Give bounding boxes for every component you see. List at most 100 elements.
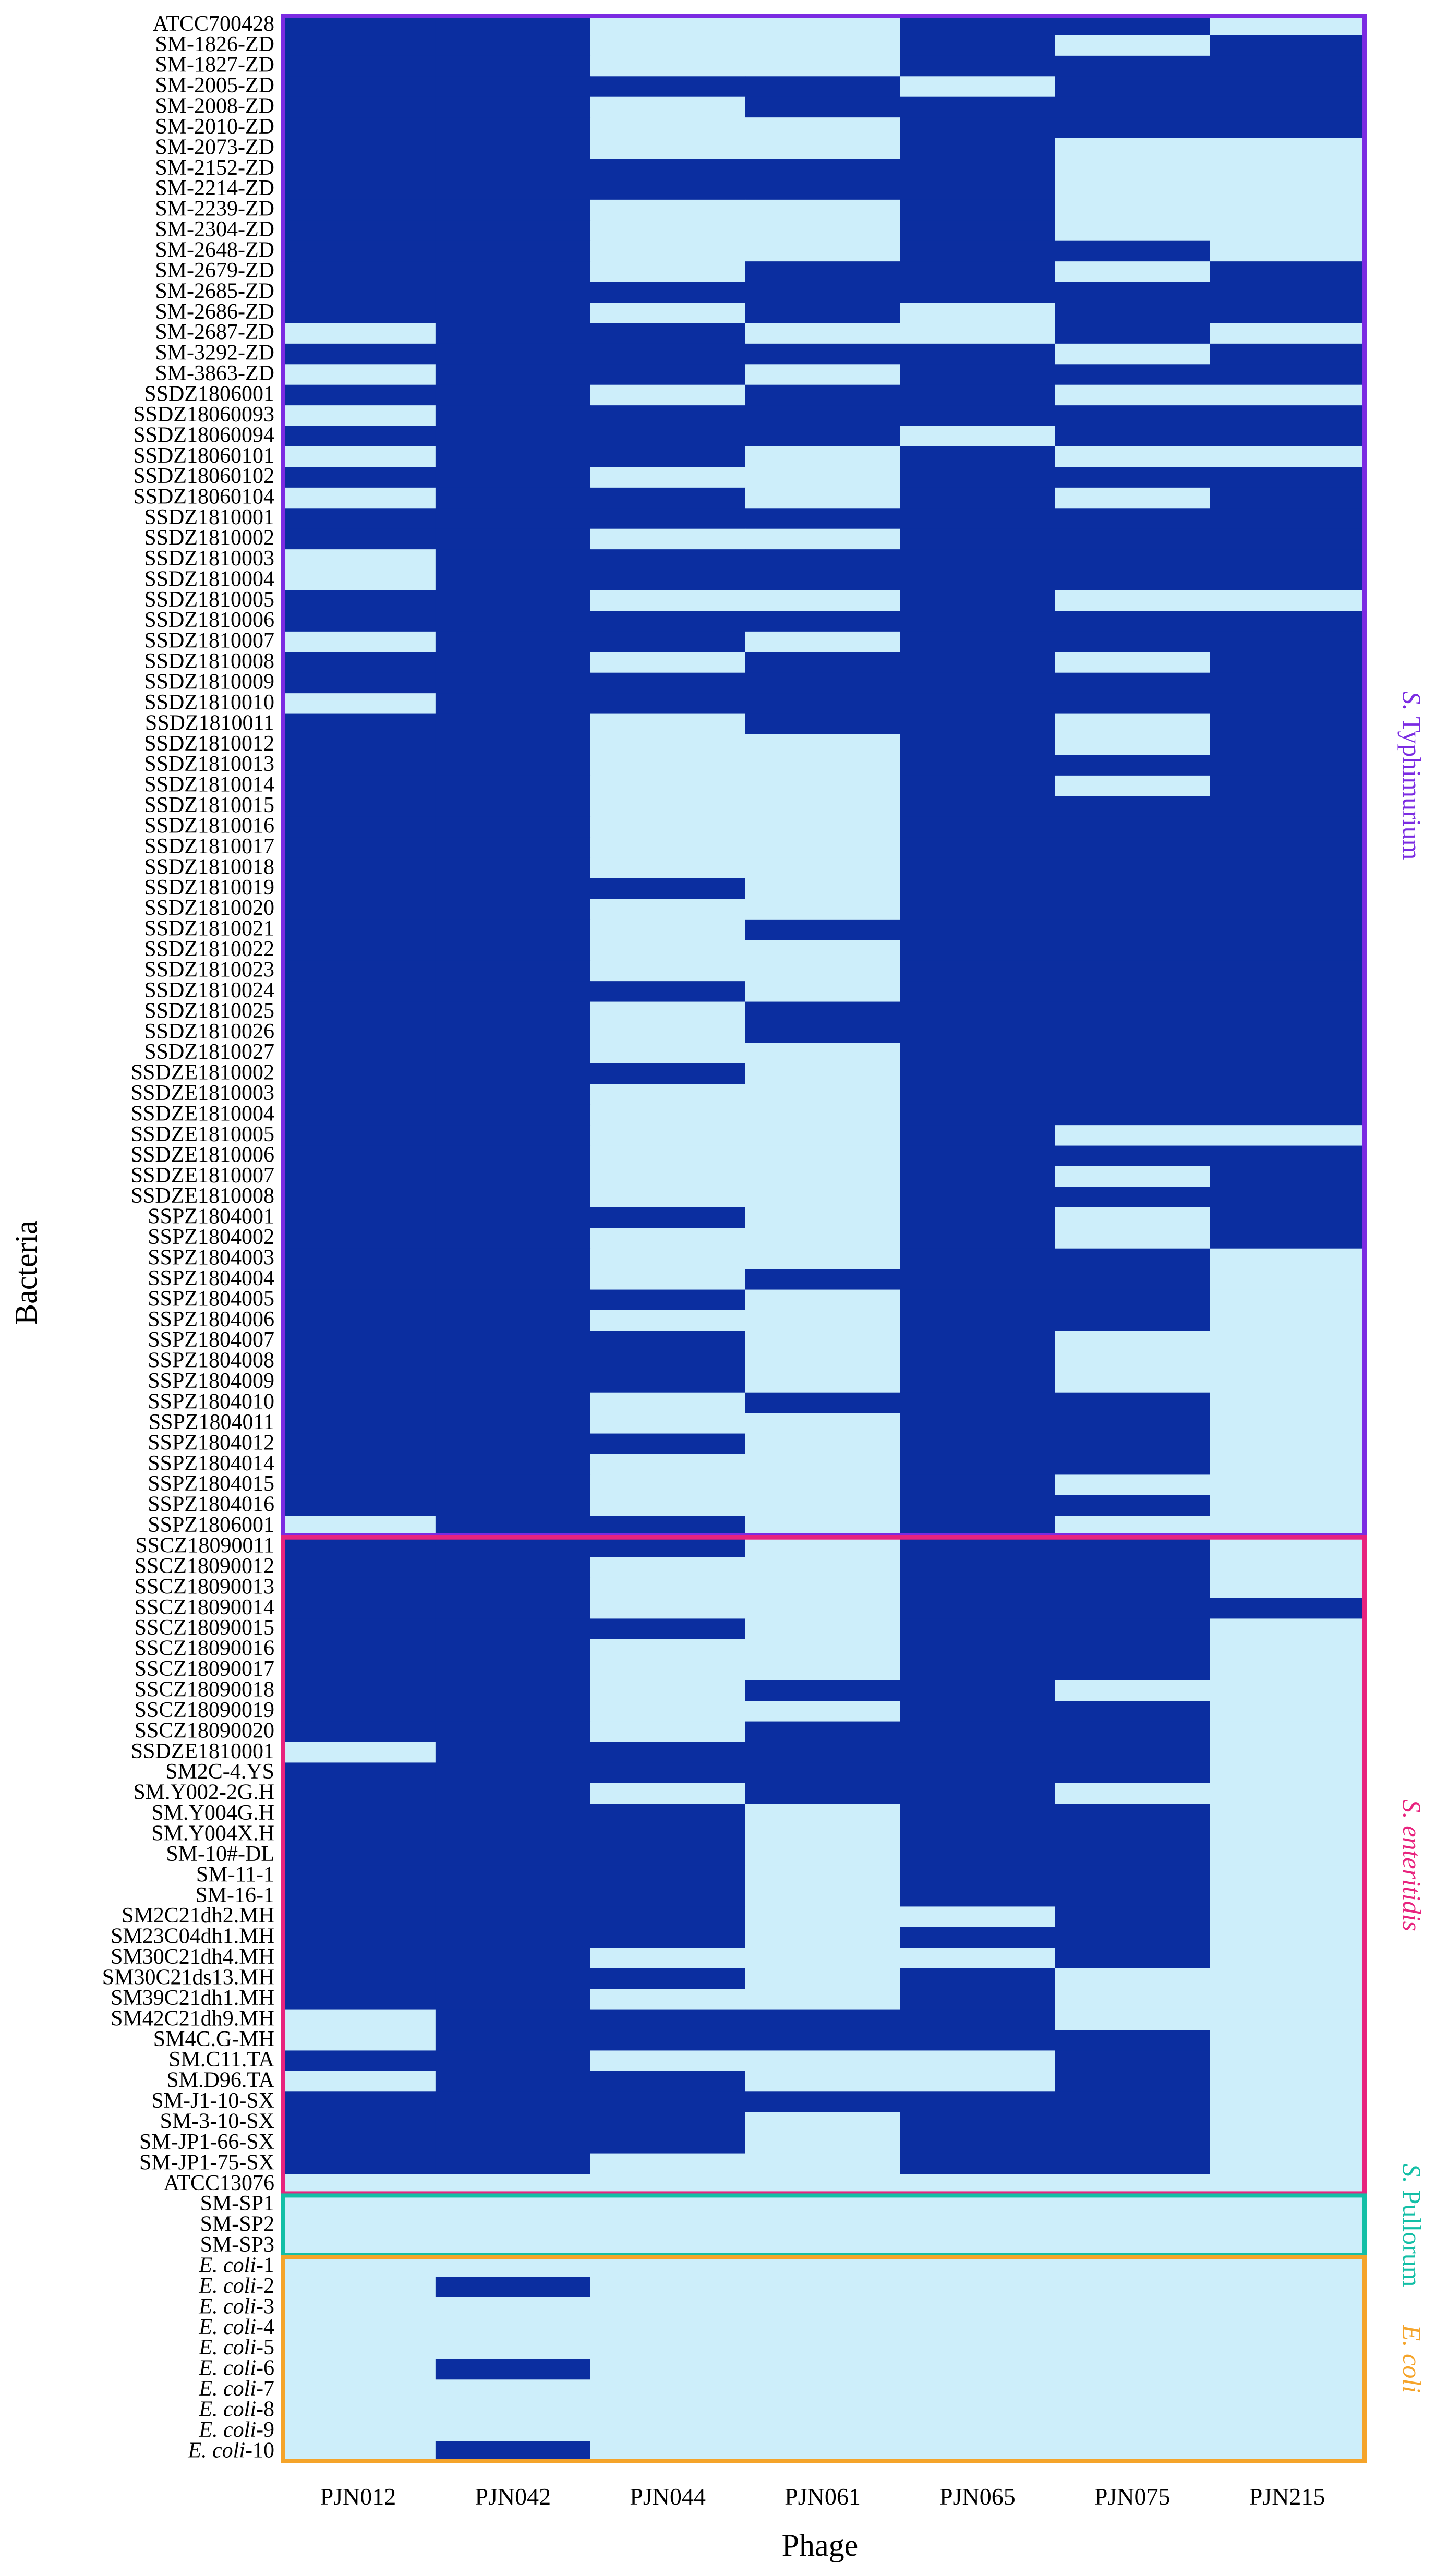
heatmap-cell	[590, 1948, 746, 1969]
heatmap-cell	[1055, 55, 1210, 77]
heatmap-cell	[1055, 2133, 1210, 2154]
heatmap-cell	[590, 76, 746, 98]
heatmap-cell	[435, 1166, 591, 1188]
heatmap-cell	[1055, 2153, 1210, 2174]
heatmap-cell	[435, 240, 591, 262]
heatmap-cell	[745, 446, 901, 468]
heatmap-cell	[1210, 1166, 1365, 1188]
heatmap-cell	[900, 1145, 1055, 1167]
heatmap-cell	[435, 2009, 591, 2030]
heatmap-cell	[435, 1598, 591, 1619]
row-label: SSDZ1810012	[144, 732, 274, 756]
heatmap-cell	[1055, 1125, 1210, 1146]
heatmap-cell	[745, 303, 901, 324]
heatmap-cell	[281, 590, 436, 612]
heatmap-cell	[745, 1989, 901, 2010]
heatmap-cell	[745, 508, 901, 529]
heatmap-cell	[900, 1557, 1055, 1578]
heatmap-cell	[281, 816, 436, 838]
heatmap-cell	[1055, 199, 1210, 221]
heatmap-cell	[1210, 611, 1365, 632]
heatmap-cell	[1210, 138, 1365, 159]
heatmap-cell	[1210, 713, 1365, 735]
heatmap-cell	[281, 1433, 436, 1455]
heatmap-cell	[745, 117, 901, 139]
heatmap-cell	[1055, 2441, 1210, 2462]
heatmap-cell	[281, 2338, 436, 2360]
heatmap-cell	[900, 1783, 1055, 1804]
row-label: SM.D96.TA	[166, 2069, 274, 2093]
heatmap-cell	[1210, 570, 1365, 591]
heatmap-cell	[1055, 1906, 1210, 1928]
heatmap-cell	[1055, 570, 1210, 591]
heatmap-cell	[281, 261, 436, 283]
heatmap-cell	[1055, 15, 1210, 36]
row-label: SSDZ1810013	[144, 752, 274, 776]
row-label: SM-3292-ZD	[155, 341, 274, 365]
heatmap-cell	[435, 1906, 591, 1928]
row-label: SSPZ1804005	[148, 1287, 274, 1311]
heatmap-cell	[1055, 775, 1210, 796]
heatmap-cell	[1055, 1660, 1210, 1681]
heatmap-cell	[281, 1022, 436, 1044]
heatmap-cell	[281, 857, 436, 879]
row-label: E. coli-8	[198, 2397, 274, 2421]
heatmap-cell	[590, 2091, 746, 2113]
heatmap-cell	[281, 796, 436, 817]
heatmap-cell	[281, 1248, 436, 1269]
heatmap-cell	[900, 76, 1055, 98]
heatmap-cell	[590, 1886, 746, 1907]
heatmap-cell	[900, 796, 1055, 817]
heatmap-cell	[1210, 446, 1365, 468]
heatmap-cell	[281, 713, 436, 735]
heatmap-cell	[281, 878, 436, 900]
heatmap-cell	[900, 1742, 1055, 1763]
heatmap-cell	[435, 672, 591, 694]
heatmap-cell	[900, 713, 1055, 735]
heatmap-cell	[590, 2441, 746, 2462]
heatmap-cell	[900, 1762, 1055, 1784]
heatmap-cell	[590, 672, 746, 694]
heatmap-cell	[900, 1310, 1055, 1332]
heatmap-cell	[1210, 1845, 1365, 1866]
heatmap-cell	[1055, 611, 1210, 632]
heatmap-cell	[590, 1269, 746, 1290]
heatmap-cell	[900, 1022, 1055, 1044]
row-label: SSDZ1810007	[144, 629, 274, 653]
heatmap-cell	[590, 1762, 746, 1784]
heatmap-cell	[590, 303, 746, 324]
heatmap-cell	[1210, 323, 1365, 344]
heatmap-cell	[745, 1104, 901, 1126]
heatmap-cell	[281, 1125, 436, 1146]
heatmap-cell	[900, 303, 1055, 324]
heatmap-cell	[745, 1289, 901, 1311]
heatmap-cell	[590, 35, 746, 56]
heatmap-cell	[281, 2153, 436, 2174]
heatmap-cell	[900, 1063, 1055, 1084]
heatmap-cell	[281, 2112, 436, 2133]
heatmap-cell	[1055, 1289, 1210, 1311]
heatmap-cell	[281, 1762, 436, 1784]
heatmap-cell	[1055, 2421, 1210, 2442]
heatmap-cell	[590, 2338, 746, 2360]
row-label: SSPZ1804012	[148, 1431, 274, 1455]
group-label: S. Pullorum	[1397, 2164, 1427, 2287]
heatmap-cell	[1210, 1001, 1365, 1023]
row-label: SM-2005-ZD	[155, 74, 274, 98]
heatmap-cell	[900, 570, 1055, 591]
heatmap-cell	[435, 2441, 591, 2462]
row-label: SSDZ1810015	[144, 793, 274, 817]
heatmap-cell	[435, 117, 591, 139]
y-axis-title: Bacteria	[9, 1220, 43, 1325]
heatmap-cell	[590, 2050, 746, 2072]
heatmap-cell	[1055, 2215, 1210, 2236]
row-label: SM23C04dh1.MH	[111, 1925, 274, 1949]
heatmap-cell	[1055, 2277, 1210, 2298]
heatmap-cell	[435, 364, 591, 385]
column-label: PJN075	[1094, 2483, 1170, 2510]
heatmap-cell	[281, 1618, 436, 1640]
heatmap-cell	[590, 837, 746, 858]
row-label: SSDZE1810002	[131, 1061, 274, 1085]
column-label: PJN044	[630, 2483, 706, 2510]
